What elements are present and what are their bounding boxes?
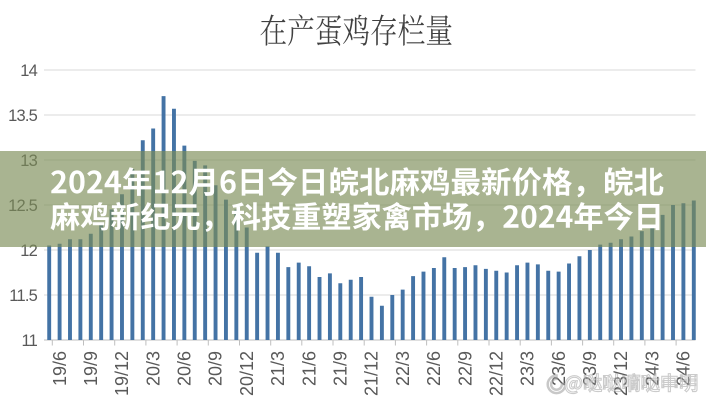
svg-text:23/6: 23/6 [549, 351, 569, 386]
svg-text:21/6: 21/6 [299, 351, 319, 386]
svg-text:21/9: 21/9 [331, 351, 351, 386]
svg-text:11: 11 [21, 332, 37, 350]
svg-text:11.5: 11.5 [9, 287, 37, 305]
svg-text:20/6: 20/6 [175, 351, 195, 386]
svg-text:19/12: 19/12 [112, 351, 132, 396]
svg-text:22/12: 22/12 [487, 351, 507, 396]
svg-text:22/3: 22/3 [393, 351, 413, 386]
svg-text:22/6: 22/6 [424, 351, 444, 386]
svg-text:19/6: 19/6 [50, 351, 70, 386]
svg-text:23/3: 23/3 [518, 351, 538, 386]
svg-text:19/9: 19/9 [81, 351, 101, 386]
svg-text:24/3: 24/3 [642, 351, 662, 386]
svg-text:20/9: 20/9 [206, 351, 226, 386]
svg-text:14: 14 [20, 62, 37, 80]
svg-text:21/3: 21/3 [268, 351, 288, 386]
svg-text:21/12: 21/12 [362, 351, 382, 396]
svg-text:22/9: 22/9 [455, 351, 475, 386]
svg-text:20/12: 20/12 [237, 351, 257, 396]
svg-text:13.5: 13.5 [8, 107, 38, 125]
svg-text:20/3: 20/3 [143, 351, 163, 386]
